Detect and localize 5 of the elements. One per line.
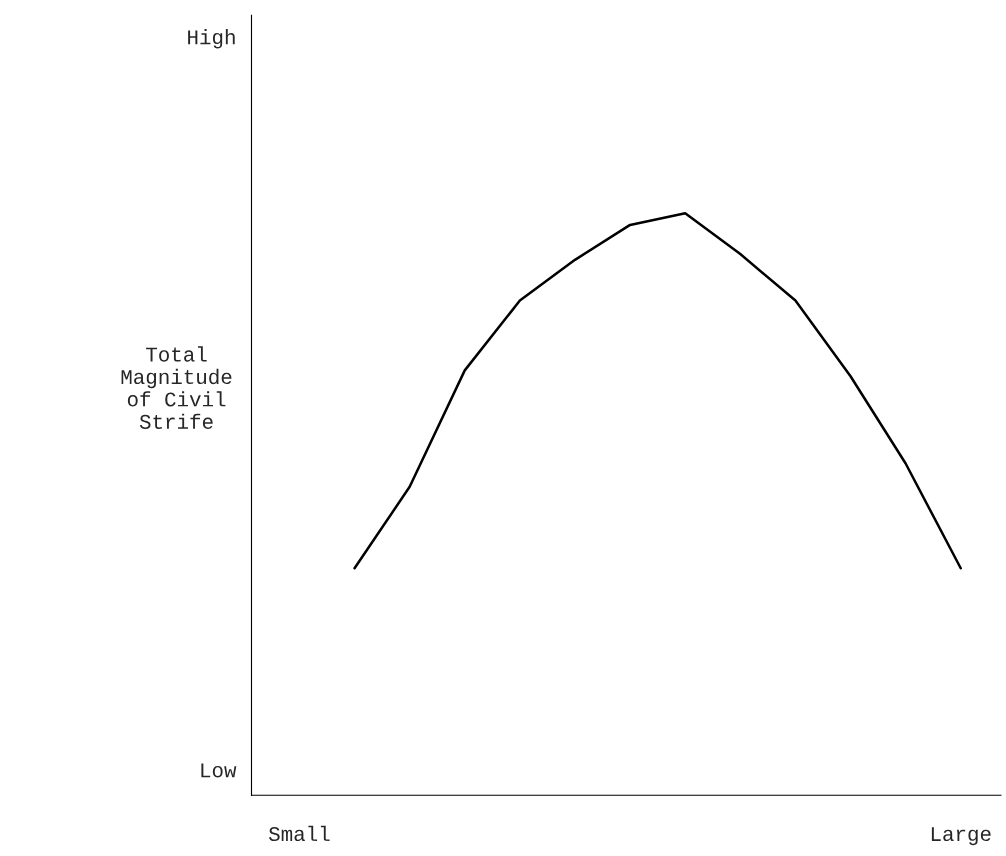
text: High (188, 29, 235, 49)
x-tick-label: Large (931, 827, 991, 846)
x-tick-label: Small (268, 825, 330, 842)
text: Low (201, 763, 237, 778)
y-axis-title: Total Magnitude of Civil Strife (121, 346, 232, 429)
